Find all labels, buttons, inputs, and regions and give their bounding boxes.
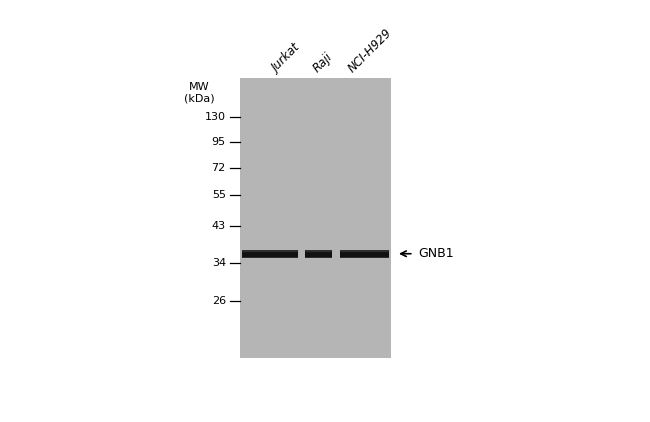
Text: 55: 55 bbox=[212, 190, 226, 200]
Text: 95: 95 bbox=[212, 137, 226, 146]
Text: 72: 72 bbox=[212, 162, 226, 173]
Text: 34: 34 bbox=[212, 257, 226, 268]
Text: MW
(kDa): MW (kDa) bbox=[185, 81, 215, 103]
Bar bbox=[240, 78, 391, 358]
Text: Raji: Raji bbox=[311, 50, 335, 75]
Text: Jurkat: Jurkat bbox=[270, 41, 304, 75]
Text: 26: 26 bbox=[212, 296, 226, 306]
Text: GNB1: GNB1 bbox=[418, 247, 454, 260]
Text: 43: 43 bbox=[212, 221, 226, 231]
Text: NCI-H929: NCI-H929 bbox=[346, 26, 395, 75]
Text: 130: 130 bbox=[205, 112, 226, 122]
